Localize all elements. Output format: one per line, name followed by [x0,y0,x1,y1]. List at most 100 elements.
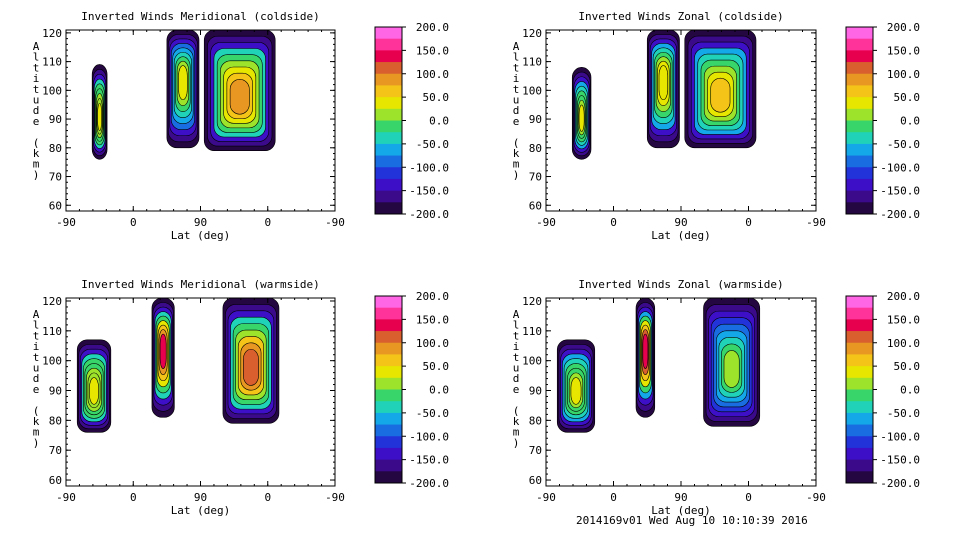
colorbar-segment [846,424,873,437]
panel-2: Inverted Winds Zonal (coldside) 60 70 80 90 1… [513,10,920,242]
colorbar-segment [375,178,402,192]
colorbar-label: 50.0 [894,360,921,373]
y-tick-label: 110 [522,325,542,338]
colorbar-label: -200.0 [880,208,920,221]
colorbar-label: -150.0 [880,185,920,198]
y-tick-label: 100 [42,355,62,368]
colorbar-label: 50.0 [423,360,450,373]
colorbar-segment [375,296,402,309]
colorbar-label: 100.0 [416,68,449,81]
contour-regions [571,30,757,160]
y-tick-label: 90 [49,113,62,126]
panel-4: Inverted Winds Zonal (warmside) 60 70 80 90 1… [513,278,920,517]
colorbar-segment [846,27,873,40]
colorbar-segment [375,73,402,86]
colorbar-label: 200.0 [887,21,920,34]
y-tick-label: 80 [529,142,542,155]
colorbar-segment [846,155,873,168]
colorbar-label: 0.0 [429,115,449,128]
x-axis-label: Lat (deg) [651,504,711,517]
colorbar-segment [375,319,402,332]
colorbar-segment [846,85,873,98]
colorbar: 200.0 150.0 100.0 50.0 0.0 -50.0 -100.0 -150.0 -… [374,21,449,221]
colorbar: 200.0 150.0 100.0 50.0 0.0 -50.0 -100.0 -150.0 -… [374,290,450,490]
colorbar-label: 200.0 [416,21,449,34]
colorbar-label: 200.0 [887,290,920,303]
x-axis-label: Lat (deg) [651,229,711,242]
contour-regions [91,30,276,160]
colorbar-segment [375,389,402,402]
colorbar-segment [375,377,402,390]
colorbar-segment [846,97,873,110]
y-tick-label: 60 [529,474,542,487]
panel-title: Inverted Winds Meridional (coldside) [81,10,319,23]
colorbar-segment [846,319,873,332]
colorbar-segment [375,85,402,98]
contour-band [159,333,167,369]
contour-band [570,377,582,405]
panel-title: Inverted Winds Meridional (warmside) [81,278,319,291]
y-tick-label: 60 [49,474,62,487]
x-tick-label: 0 [130,491,137,504]
colorbar-segment [375,62,402,75]
footer-timestamp: 2014169v01 Wed Aug 10 10:10:39 2016 [576,514,808,527]
colorbar-label: -100.0 [409,161,449,174]
y-tick-label: 120 [42,27,62,40]
contour-regions [76,298,280,433]
colorbar-segment [375,366,402,379]
x-tick-label: 0 [610,216,617,229]
panel-title: Inverted Winds Zonal (warmside) [578,278,783,291]
colorbar-segment [846,401,873,414]
y-tick-label: 110 [42,325,62,338]
y-tick-label: 100 [42,84,62,97]
y-tick-label: 100 [522,84,542,97]
x-tick-label: 0 [264,216,271,229]
contour-band [229,79,250,115]
colorbar-segment [375,143,402,157]
colorbar-segment [846,342,873,355]
colorbar-segment [846,331,873,344]
y-tick-label: 60 [529,199,542,212]
colorbar-label: -100.0 [880,161,920,174]
y-tick-label: 80 [529,414,542,427]
y-tick-label: 70 [529,444,542,457]
colorbar-label: -100.0 [880,430,920,443]
colorbar-segment [846,143,873,157]
contour-band [710,77,731,113]
colorbar-label: 200.0 [416,290,449,303]
colorbar-segment [375,27,402,40]
colorbar-segment [375,412,402,426]
colorbar-label: -200.0 [880,477,920,490]
x-axis-label: Lat (deg) [171,504,231,517]
colorbar-segment [375,331,402,344]
colorbar-segment [846,73,873,86]
colorbar-segment [846,108,873,121]
colorbar-segment [375,424,402,437]
colorbar-label: 0.0 [900,115,920,128]
colorbar-segment [375,50,402,63]
colorbar: 200.0 150.0 100.0 50.0 0.0 -50.0 -100.0 -150.0 -… [845,21,920,221]
colorbar-segment [375,120,402,133]
colorbar: 200.0 150.0 100.0 50.0 0.0 -50.0 -100.0 -150.0 -… [845,290,921,490]
colorbar-segment [846,447,873,461]
contour-band [723,350,740,388]
contour-band [578,104,585,132]
y-tick-label: 100 [522,355,542,368]
x-tick-label: 90 [674,491,687,504]
x-tick-label: 0 [610,491,617,504]
colorbar-segment [375,190,402,203]
colorbar-segment [846,389,873,402]
y-tick-label: 110 [42,56,62,69]
colorbar-segment [846,354,873,367]
colorbar-label: -50.0 [416,407,449,420]
contour-band [97,102,102,131]
colorbar-label: 150.0 [887,313,920,326]
colorbar-segment [846,120,873,133]
x-tick-label: -90 [536,491,556,504]
colorbar-segment [375,471,402,484]
colorbar-segment [846,471,873,484]
x-tick-label: 0 [264,491,271,504]
y-tick-label: 70 [529,171,542,184]
